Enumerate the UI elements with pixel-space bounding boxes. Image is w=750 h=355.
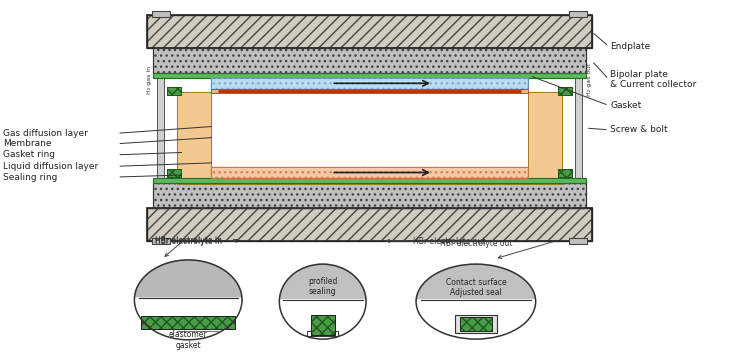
Text: Gasket ring: Gasket ring <box>3 150 55 159</box>
Bar <box>153 48 586 73</box>
Bar <box>569 11 587 17</box>
Text: Gas diffusion layer: Gas diffusion layer <box>3 129 88 138</box>
Bar <box>167 169 181 177</box>
Text: H₂ gas out: H₂ gas out <box>587 64 592 96</box>
Text: Sealing ring: Sealing ring <box>3 173 57 181</box>
Polygon shape <box>416 264 536 302</box>
Bar <box>153 48 586 73</box>
Bar <box>528 92 562 181</box>
Bar <box>147 15 592 48</box>
Text: Membrane: Membrane <box>3 139 52 148</box>
Bar <box>558 169 572 177</box>
Bar <box>141 316 236 329</box>
Bar <box>147 208 592 241</box>
Bar <box>152 238 170 244</box>
Text: profiled
sealing: profiled sealing <box>308 277 338 296</box>
Bar <box>211 167 528 178</box>
Bar <box>569 238 587 244</box>
Bar <box>153 178 586 183</box>
Ellipse shape <box>416 264 536 339</box>
Polygon shape <box>134 260 242 300</box>
Text: HBr electrolyte out: HBr electrolyte out <box>413 237 486 246</box>
Text: H₂ gas in: H₂ gas in <box>147 66 152 94</box>
Bar <box>574 12 582 244</box>
Text: HBr electrolyte out: HBr electrolyte out <box>440 239 512 248</box>
Polygon shape <box>279 300 366 339</box>
Bar <box>153 183 586 208</box>
Bar <box>308 331 338 335</box>
Text: elastomer
gasket: elastomer gasket <box>169 331 208 350</box>
Bar <box>558 87 572 95</box>
Text: HBr electrolyte in: HBr electrolyte in <box>154 237 222 246</box>
Bar <box>167 87 181 95</box>
Bar <box>167 87 181 95</box>
Bar <box>141 316 236 329</box>
Bar <box>460 317 492 331</box>
Polygon shape <box>134 298 242 340</box>
Bar <box>211 78 528 88</box>
Bar <box>153 73 586 78</box>
Bar <box>153 183 586 208</box>
Bar <box>558 87 572 95</box>
Bar <box>147 208 592 241</box>
Text: & Current collector: & Current collector <box>610 80 697 89</box>
Bar <box>558 169 572 177</box>
Polygon shape <box>279 264 366 302</box>
Text: Bipolar plate: Bipolar plate <box>610 70 668 79</box>
Ellipse shape <box>279 264 366 339</box>
Bar <box>157 12 164 244</box>
Text: Screw & bolt: Screw & bolt <box>610 125 668 134</box>
Ellipse shape <box>134 260 242 340</box>
Bar <box>177 92 211 181</box>
Bar <box>460 317 492 331</box>
Text: Endplate: Endplate <box>610 42 650 51</box>
Text: Liquid diffusion layer: Liquid diffusion layer <box>3 162 98 171</box>
Text: HBr electrolyte in: HBr electrolyte in <box>154 236 222 245</box>
Bar <box>177 182 562 184</box>
Bar <box>455 315 497 333</box>
Bar <box>211 88 528 93</box>
Text: Gasket: Gasket <box>610 101 641 110</box>
Bar <box>310 315 334 335</box>
Bar <box>211 78 528 88</box>
Bar <box>167 169 181 177</box>
Bar <box>147 15 592 48</box>
Bar <box>211 167 528 178</box>
Text: Contact surface
Adjusted seal: Contact surface Adjusted seal <box>446 278 506 297</box>
Bar <box>152 11 170 17</box>
Polygon shape <box>416 300 536 339</box>
Bar <box>310 315 334 335</box>
